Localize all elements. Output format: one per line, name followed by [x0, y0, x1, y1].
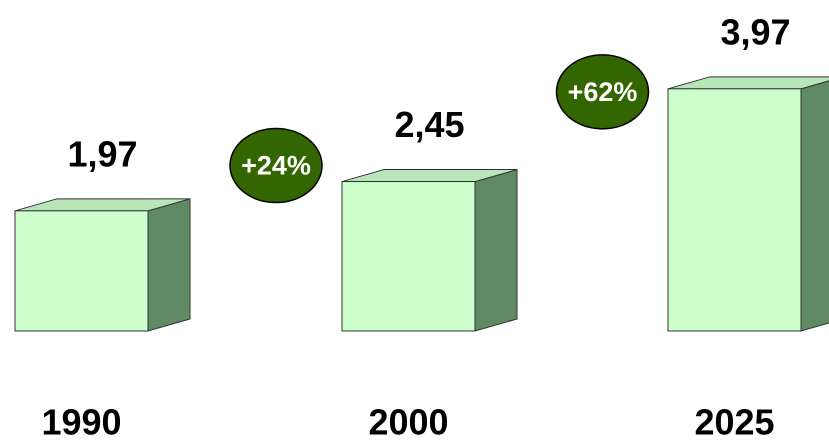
x-tick-label: 2025 [694, 402, 774, 443]
bar-top [667, 76, 829, 90]
value-label: 1,97 [67, 133, 137, 174]
bar [341, 181, 476, 332]
annotation: +24% [241, 151, 311, 181]
bar-side [474, 168, 518, 332]
annotation: +62% [568, 77, 638, 107]
value-label: 2,45 [394, 104, 464, 145]
bar [667, 88, 802, 332]
bar [14, 210, 149, 332]
bar-side [800, 80, 829, 332]
bar-side [147, 198, 191, 332]
value-label: 3,97 [720, 11, 790, 52]
annotation-badge [229, 127, 323, 204]
x-tick-label: 2000 [368, 402, 448, 443]
annotation-badge [555, 54, 650, 130]
x-tick-label: 1990 [41, 402, 121, 443]
